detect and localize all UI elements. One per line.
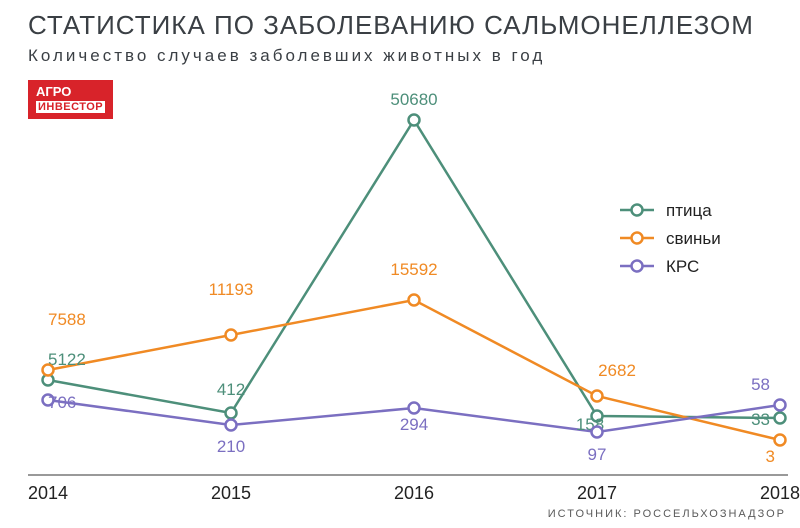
value-label: 58: [751, 375, 770, 394]
marker-ptitsa: [775, 413, 786, 424]
marker-svinyi: [226, 330, 237, 341]
x-tick: 2014: [28, 483, 68, 503]
value-label: 210: [217, 437, 245, 456]
marker-ptitsa: [409, 115, 420, 126]
legend-label: КРС: [666, 257, 699, 276]
value-label: 5122: [48, 350, 86, 369]
marker-svinyi: [592, 391, 603, 402]
value-label: 706: [48, 393, 76, 412]
marker-krs: [775, 400, 786, 411]
legend-marker: [632, 233, 643, 244]
x-tick: 2016: [394, 483, 434, 503]
x-tick: 2018: [760, 483, 800, 503]
marker-krs: [409, 403, 420, 414]
value-label: 15592: [390, 260, 437, 279]
value-label: 7588: [48, 310, 86, 329]
line-chart: 2014201520162017201851224125068015833758…: [0, 0, 800, 528]
x-tick: 2017: [577, 483, 617, 503]
legend-marker: [632, 205, 643, 216]
value-label: 3: [766, 447, 775, 466]
value-label: 2682: [598, 361, 636, 380]
marker-ptitsa: [226, 408, 237, 419]
source-attribution: ИСТОЧНИК: РОССЕЛЬХОЗНАДЗОР: [548, 508, 786, 520]
marker-krs: [592, 427, 603, 438]
value-label: 33: [751, 410, 770, 429]
value-label: 50680: [390, 90, 437, 109]
marker-svinyi: [409, 295, 420, 306]
value-label: 412: [217, 380, 245, 399]
marker-svinyi: [43, 365, 54, 376]
legend-marker: [632, 261, 643, 272]
marker-krs: [226, 420, 237, 431]
value-label: 294: [400, 415, 428, 434]
legend-label: свиньи: [666, 229, 721, 248]
marker-svinyi: [775, 435, 786, 446]
value-label: 97: [588, 445, 607, 464]
value-label: 11193: [209, 280, 254, 299]
legend-label: птица: [666, 201, 712, 220]
x-tick: 2015: [211, 483, 251, 503]
